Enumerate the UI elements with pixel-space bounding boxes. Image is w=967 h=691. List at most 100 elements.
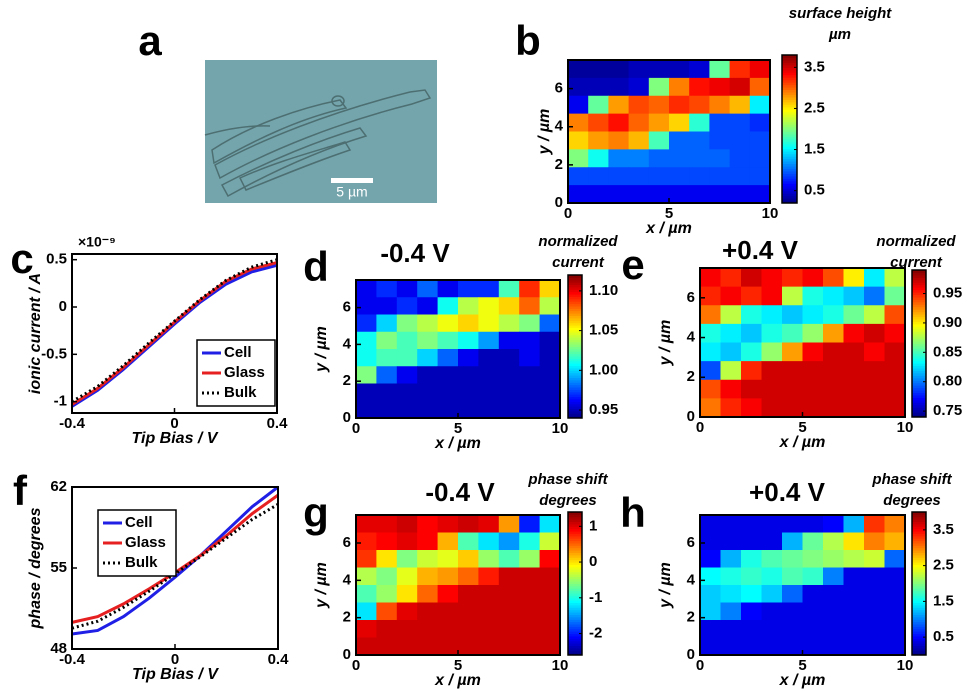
x-axis-label: Tip Bias / V bbox=[132, 666, 219, 683]
heatmap-cell bbox=[669, 113, 690, 132]
heatmap-cell bbox=[417, 515, 439, 533]
panel-letter: a bbox=[138, 17, 162, 64]
colorbar-segment bbox=[568, 602, 582, 606]
heatmap-cell bbox=[396, 366, 418, 384]
colorbar-segment bbox=[782, 106, 797, 110]
colorbar-segment bbox=[912, 404, 926, 408]
colorbar-segment bbox=[568, 554, 582, 558]
heatmap-cell bbox=[458, 620, 479, 638]
heatmap-cell bbox=[729, 113, 751, 132]
heatmap-cell bbox=[884, 637, 906, 656]
colorbar-segment bbox=[912, 616, 926, 620]
heatmap-cell bbox=[782, 361, 803, 381]
colorbar-segment bbox=[912, 360, 926, 364]
heatmap-cell bbox=[519, 620, 541, 638]
colorbar-segment bbox=[568, 612, 582, 615]
heatmap-cell bbox=[539, 620, 561, 638]
y-tick-label: 0 bbox=[555, 194, 563, 211]
colorbar-segment bbox=[782, 101, 797, 105]
heatmap-cell bbox=[802, 286, 824, 306]
colorbar-segment bbox=[912, 521, 926, 525]
heatmap-cell bbox=[437, 331, 459, 350]
heatmap-cell bbox=[356, 349, 377, 367]
heatmap-cell bbox=[782, 637, 803, 656]
heatmap-cell bbox=[749, 77, 771, 97]
heatmap-cell bbox=[608, 185, 630, 204]
heatmap-cell bbox=[749, 167, 771, 186]
colorbar-segment bbox=[568, 303, 582, 307]
colorbar-segment bbox=[568, 389, 582, 393]
colorbar-segment bbox=[912, 593, 926, 596]
heatmap-cell bbox=[519, 366, 541, 384]
heatmap-cell bbox=[823, 550, 844, 568]
heatmap-cell bbox=[417, 567, 439, 586]
legend-label: Glass bbox=[125, 534, 166, 551]
colorbar-segment bbox=[912, 336, 926, 340]
heatmap-cell bbox=[782, 305, 803, 325]
colorbar-segment bbox=[782, 57, 797, 61]
heatmap-cell bbox=[864, 268, 885, 288]
x-axis-label: x / µm bbox=[645, 220, 692, 237]
y-axis-label: y / µm bbox=[313, 562, 330, 609]
colorbar-segment bbox=[782, 69, 797, 73]
x-axis-label: x / µm bbox=[434, 672, 481, 689]
heatmap-cell bbox=[689, 113, 710, 132]
heatmap-cell bbox=[458, 585, 479, 603]
heatmap-cell bbox=[720, 602, 742, 621]
heatmap-cell bbox=[689, 149, 710, 168]
y-tick-label: 0.5 bbox=[46, 251, 67, 268]
heatmap-cell bbox=[356, 331, 377, 350]
plot-frame bbox=[355, 279, 561, 419]
heatmap-cell bbox=[539, 602, 561, 621]
x-tick-label: 10 bbox=[897, 419, 914, 436]
colorbar-segment bbox=[912, 607, 926, 611]
heatmap-cell bbox=[720, 637, 742, 656]
colorbar-segment bbox=[782, 116, 797, 120]
heatmap-cell bbox=[884, 515, 906, 533]
heatmap-cell bbox=[843, 550, 865, 568]
heatmap-cell bbox=[782, 342, 803, 362]
heatmap-cell bbox=[741, 602, 762, 621]
heatmap-cell bbox=[864, 361, 885, 381]
heatmap-cell bbox=[568, 149, 589, 168]
colorbar-segment bbox=[782, 146, 797, 150]
heatmap-cell bbox=[741, 379, 762, 399]
heatmap-cell bbox=[700, 398, 721, 418]
colorbar-segment bbox=[568, 569, 582, 573]
colorbar-segment bbox=[782, 183, 797, 187]
heatmap-cell bbox=[376, 602, 398, 621]
colorbar-segment bbox=[912, 626, 926, 630]
colorbar-segment bbox=[568, 571, 582, 575]
colorbar-label: normalized bbox=[538, 233, 618, 250]
colorbar-segment bbox=[782, 124, 797, 128]
heatmap-cell bbox=[761, 550, 783, 568]
heatmap-cell bbox=[458, 314, 479, 333]
heatmap-cell bbox=[539, 280, 561, 298]
heatmap-cell bbox=[884, 532, 906, 551]
heatmap-cell bbox=[782, 286, 803, 306]
colorbar-segment bbox=[912, 375, 926, 379]
heatmap-cell bbox=[802, 550, 824, 568]
heatmap-cell bbox=[700, 550, 721, 568]
colorbar-segment bbox=[912, 571, 926, 575]
y-tick-label: 2 bbox=[687, 368, 695, 385]
colorbar-segment bbox=[568, 597, 582, 601]
colorbar-segment bbox=[568, 535, 582, 539]
heatmap-cell bbox=[519, 383, 541, 402]
y-axis-label: y / µm bbox=[657, 320, 674, 367]
heatmap-cell bbox=[700, 379, 721, 399]
colorbar-segment bbox=[568, 635, 582, 639]
heatmap-cell bbox=[843, 567, 865, 586]
heatmap-cell bbox=[729, 77, 751, 97]
colorbar-segment bbox=[568, 526, 582, 530]
heatmap-cell bbox=[741, 268, 762, 288]
colorbar-segment bbox=[782, 77, 797, 81]
colorbar-segment bbox=[782, 67, 797, 71]
heatmap-cell bbox=[761, 268, 783, 288]
colorbar-segment bbox=[782, 133, 797, 137]
colorbar-segment bbox=[782, 156, 797, 160]
heatmap-cell bbox=[884, 585, 906, 603]
heatmap-cell bbox=[823, 620, 844, 638]
heatmap-cell bbox=[700, 620, 721, 638]
colorbar-segment bbox=[568, 320, 582, 324]
